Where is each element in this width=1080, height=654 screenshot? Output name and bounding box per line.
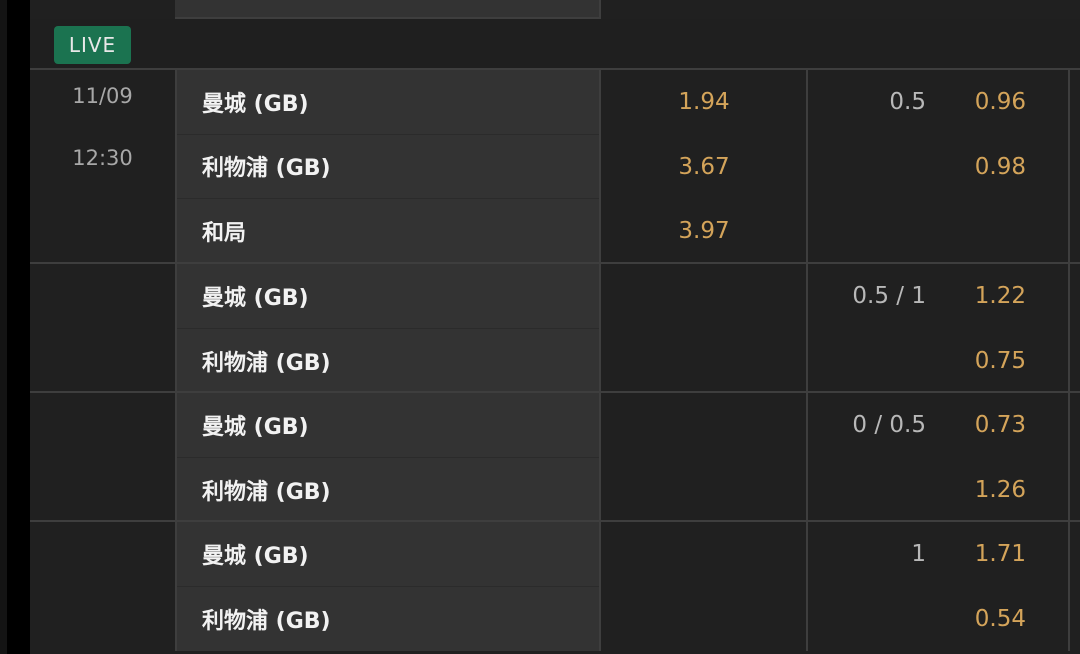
team-name: 利物浦 (GB): [202, 608, 331, 634]
odds-button[interactable]: 1.94: [678, 89, 730, 116]
team-name: 利物浦 (GB): [202, 350, 331, 376]
handicap-column: 0.5 0.96 0.98: [806, 70, 1070, 264]
handicap-price[interactable]: 0.98: [974, 153, 1026, 180]
handicap-line: 0 / 0.5: [852, 412, 926, 439]
handicap-cell[interactable]: 0.98: [808, 135, 1068, 200]
1x2-odds-column: 1.94 3.67 3.97: [601, 70, 807, 264]
handicap-price[interactable]: 0.73: [974, 412, 1026, 439]
live-badge: LIVE: [54, 26, 131, 64]
handicap-line: 0.5: [889, 89, 926, 116]
team-name: 利物浦 (GB): [202, 479, 331, 505]
left-edge: [0, 0, 7, 654]
handicap-cell[interactable]: 0.5 0.96: [808, 70, 1068, 135]
1x2-odds-column: [601, 393, 807, 522]
team-name: 利物浦 (GB): [177, 135, 599, 199]
handicap-price[interactable]: 0.54: [974, 605, 1026, 632]
handicap-column: 0.5 / 1 1.22 0.75: [806, 264, 1070, 393]
handicap-cell[interactable]: 0.54: [808, 587, 1068, 652]
odds-button: [601, 522, 807, 587]
handicap-price[interactable]: 1.26: [974, 476, 1026, 503]
match-market-block: 曼城 (GB) 利物浦 (GB) 0.5 / 1 1.22 0.75: [30, 262, 1080, 393]
odds-button: [601, 264, 807, 329]
handicap-price[interactable]: 1.22: [974, 283, 1026, 310]
handicap-cell[interactable]: 0.5 / 1 1.22: [808, 264, 1068, 329]
handicap-cell[interactable]: 0.75: [808, 329, 1068, 394]
team-column: 曼城 (GB) 利物浦 (GB): [175, 393, 601, 522]
handicap-cell: [808, 199, 1068, 264]
handicap-cell[interactable]: 0 / 0.5 0.73: [808, 393, 1068, 458]
odds-button[interactable]: 3.97: [678, 218, 730, 245]
handicap-column: 0 / 0.5 0.73 1.26: [806, 393, 1070, 522]
match-market-block: 11/09 12:30 曼城 (GB) 利物浦 (GB) 和局 1.94 3.67 3.97 0…: [30, 68, 1080, 264]
handicap-price[interactable]: 1.71: [974, 541, 1026, 568]
team-name: 曼城 (GB): [177, 70, 599, 135]
live-section-header: [30, 19, 1080, 69]
team-column: 曼城 (GB) 利物浦 (GB): [175, 522, 601, 651]
handicap-cell[interactable]: 1.26: [808, 458, 1068, 523]
date-column: [30, 0, 175, 654]
handicap-price[interactable]: 0.75: [974, 347, 1026, 374]
team-name: 曼城 (GB): [177, 393, 599, 458]
handicap-line: 1: [911, 541, 926, 568]
odds-button: [601, 587, 807, 652]
team-name: 曼城 (GB): [177, 522, 599, 587]
handicap-column: 1 1.71 0.54: [806, 522, 1070, 651]
odds-button: [601, 458, 807, 523]
handicap-price[interactable]: 0.96: [974, 89, 1026, 116]
match-market-block: 曼城 (GB) 利物浦 (GB) 1 1.71 0.54: [30, 520, 1080, 651]
odds-button[interactable]: 3.67: [678, 153, 730, 180]
match-time: 12:30: [72, 146, 133, 170]
previous-row-team-cell: [175, 0, 601, 19]
odds-button: [601, 393, 807, 458]
1x2-odds-column: [601, 264, 807, 393]
team-column: 曼城 (GB) 利物浦 (GB) 和局: [175, 70, 601, 264]
odds-button: [601, 329, 807, 394]
handicap-cell[interactable]: 1 1.71: [808, 522, 1068, 587]
match-date: 11/09: [72, 84, 133, 108]
match-market-block: 曼城 (GB) 利物浦 (GB) 0 / 0.5 0.73 1.26: [30, 391, 1080, 522]
1x2-odds-column: [601, 522, 807, 651]
left-bar: [7, 0, 30, 654]
team-name: 曼城 (GB): [177, 264, 599, 329]
team-column: 曼城 (GB) 利物浦 (GB): [175, 264, 601, 393]
handicap-line: 0.5 / 1: [852, 283, 926, 310]
team-name: 和局: [202, 221, 247, 247]
